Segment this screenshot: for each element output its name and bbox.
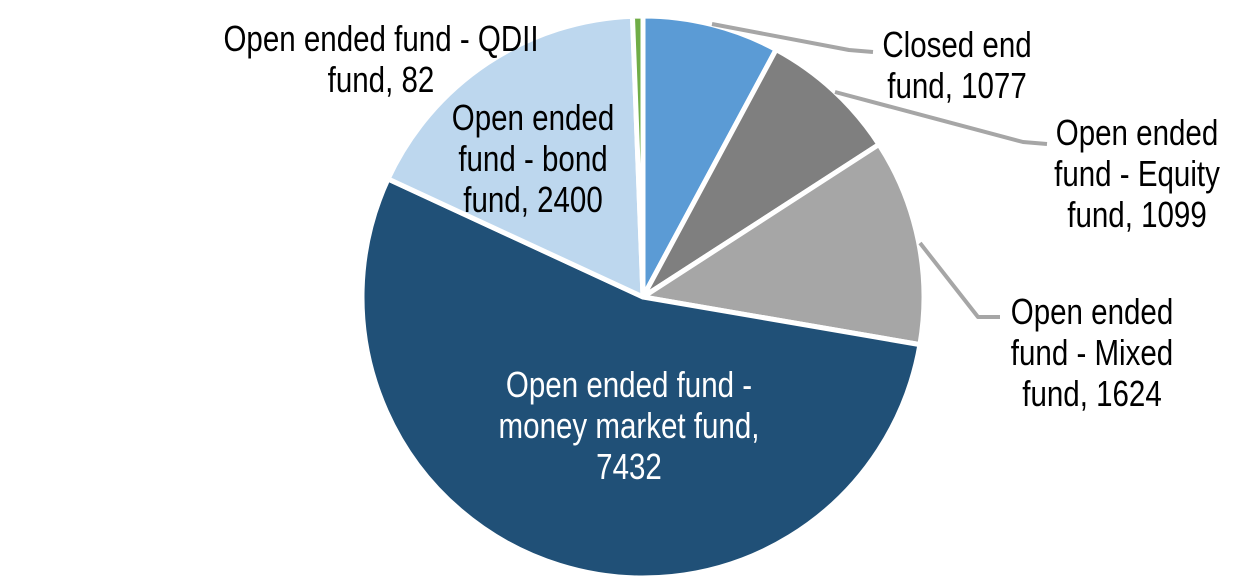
pie-slice-money-market-fund <box>359 176 923 581</box>
pie-slice-mixed-fund <box>640 141 927 348</box>
pie-slice-bond-fund <box>385 13 646 300</box>
pie-slice-closed-end-fund <box>640 13 779 300</box>
leader-line-closed-end-fund <box>711 22 874 54</box>
leader-line-mixed-fund <box>918 241 1000 319</box>
pie-slice-equity-fund <box>640 47 882 300</box>
leader-line-equity-fund <box>834 90 1048 146</box>
pie-slice-qdii-fund <box>629 13 646 300</box>
